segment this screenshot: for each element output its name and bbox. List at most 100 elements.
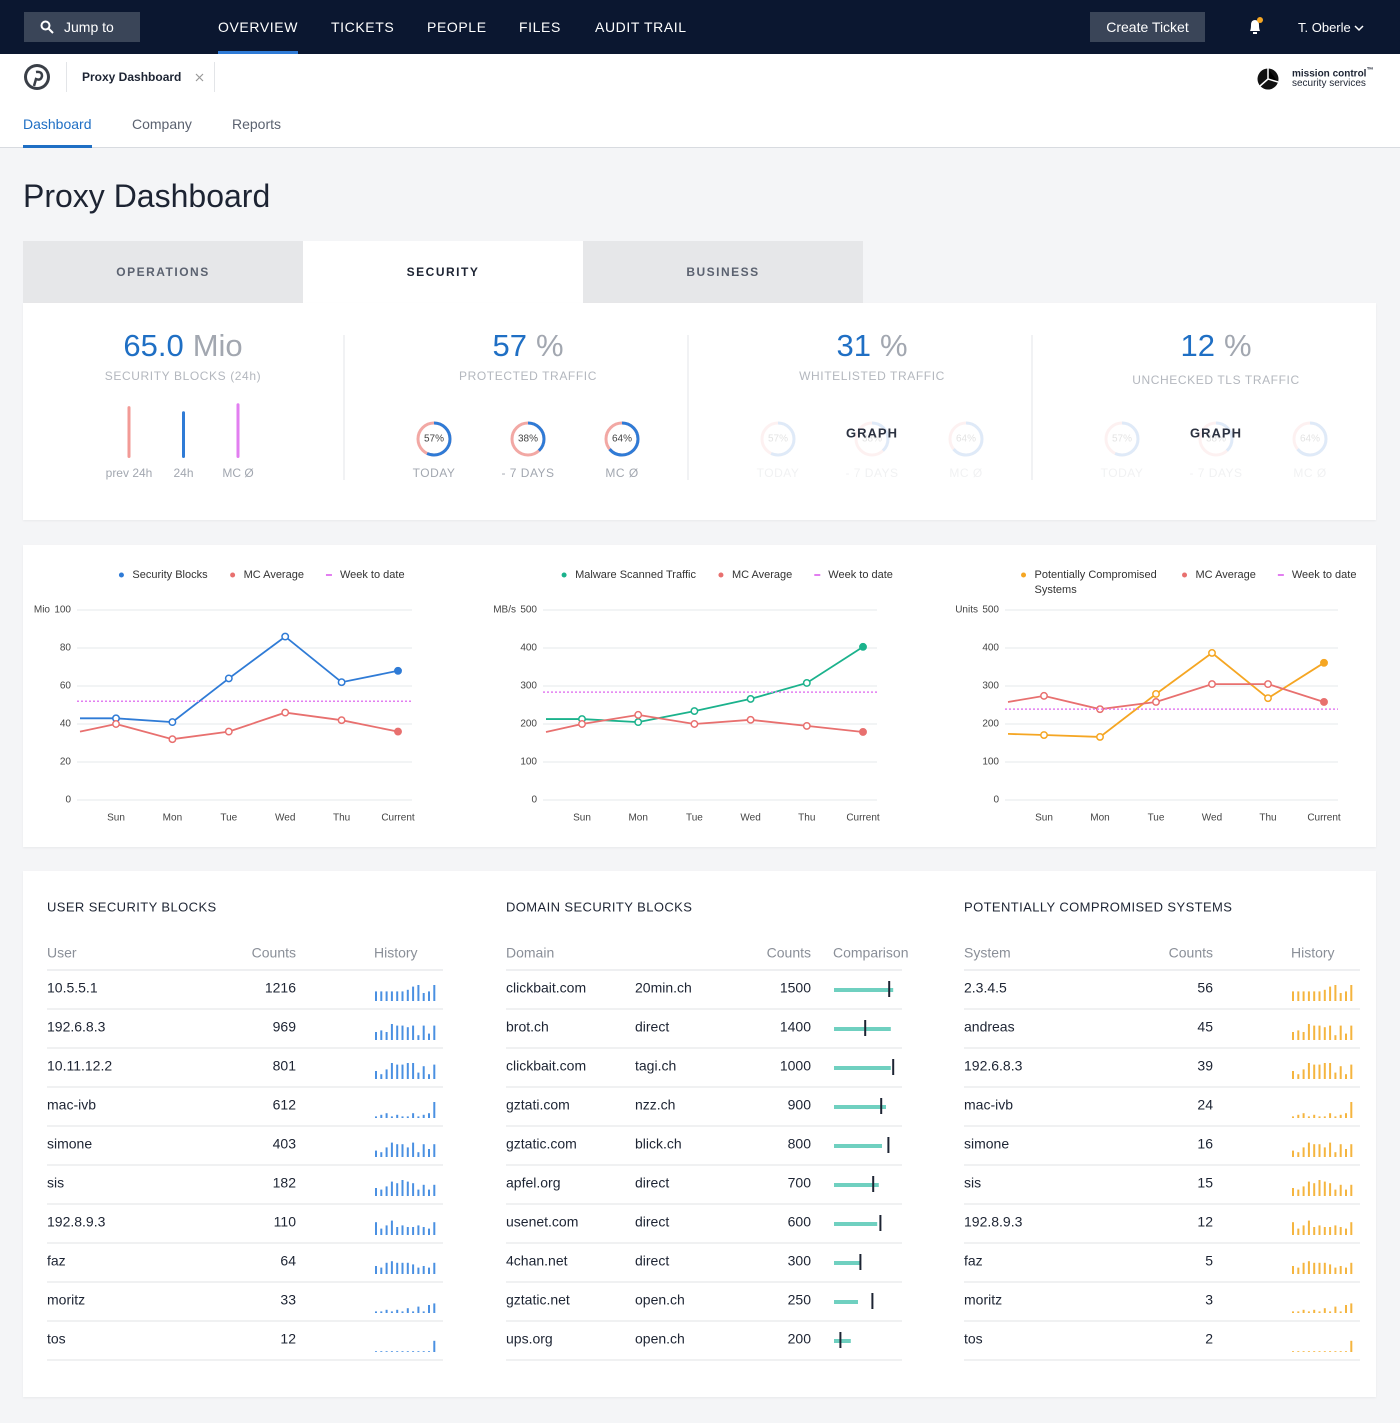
spark-bar [406,989,409,1001]
point [746,694,755,703]
y-tick-label: 0 [993,795,999,806]
spark-bar [1323,1181,1326,1196]
cell: 192.6.8.3 [47,1019,106,1035]
x-tick-label: Mon [163,813,182,824]
x-tick-label: Tue [686,813,703,824]
close-icon[interactable] [195,73,204,82]
spark-bar [1339,1144,1342,1157]
gauge-arc [416,421,452,457]
spark-bar [1318,1225,1321,1235]
spark-bar [1302,1032,1305,1040]
x-tick-label: Tue [220,813,237,824]
spark-bar [396,1025,399,1040]
sub-nav-item[interactable]: Company [132,116,192,132]
spark-bar [417,985,420,1001]
spark-bar [417,1351,420,1352]
tab[interactable]: SECURITY [303,241,583,303]
legend-line: Potentially Compromised [1035,569,1160,581]
spark-bar [396,1351,399,1352]
spark-bar [1302,1069,1305,1079]
spark-bar [385,1186,388,1196]
nav-item[interactable]: AUDIT TRAIL [595,19,687,35]
y-tick-label: 80 [60,643,72,654]
search-box[interactable]: Jump to [24,12,140,42]
y-tick-label: 300 [520,681,537,692]
cell: andreas [964,1019,1015,1035]
tab[interactable]: OPERATIONS [23,241,303,303]
nav-item[interactable]: OVERVIEW [218,0,299,54]
page-title: Proxy Dashboard [23,178,271,214]
y-tick-label: 100 [520,757,537,768]
spark-bar [422,1184,425,1196]
spark-bar [396,1114,399,1118]
point [394,666,402,675]
cell: 192.8.9.3 [964,1214,1023,1230]
spark-bar [390,1024,393,1040]
bell-icon[interactable] [1247,17,1265,37]
spark-bar [1307,991,1310,1001]
gauge-arc [948,421,984,457]
spark-bar [375,1150,377,1157]
kpi-unit: % [536,328,564,363]
spark-bar [380,991,383,1001]
point [859,642,867,651]
legend-label: Security Blocks [132,569,208,581]
point [337,716,346,725]
line [545,713,864,733]
spark-bar [1345,1033,1347,1040]
nav-item[interactable]: PEOPLE [427,19,487,35]
cell: 10.11.12.2 [47,1058,112,1074]
column-header: History [1291,945,1335,961]
gauge-arc [1198,421,1234,457]
spark-bar [396,1144,399,1157]
legend-label: Week to date [340,569,405,581]
spark-bar [422,1114,425,1118]
sub-nav-item[interactable]: Dashboard [23,100,92,148]
spark-bar [433,1102,436,1118]
x-tick-label: Wed [275,813,295,824]
user-menu[interactable]: T. Oberle [1298,0,1364,56]
point [337,678,346,687]
comparison-bar [834,1300,858,1304]
spark-bar [422,1025,425,1040]
spark-bar [1297,1228,1300,1235]
spark-bar [1297,1189,1300,1196]
spark-bar [422,1144,425,1157]
cell-count: 16 [1197,1136,1213,1152]
user-name: T. Oberle [1298,20,1351,35]
tab[interactable]: BUSINESS [583,241,863,303]
spark-bar [1313,1227,1316,1235]
legend: Security Blocks MC Average Week to date [118,569,405,581]
spark-bar [1292,1311,1294,1313]
nav-item[interactable]: TICKETS [331,19,395,35]
spark-bar [412,1183,415,1196]
point [394,727,402,736]
column-header: Comparison [833,945,908,961]
cell-count: 33 [280,1292,296,1308]
gauge-arc [1104,421,1140,457]
spark-bar [412,1264,415,1274]
x-tick-label: Thu [1259,813,1276,824]
nav-item[interactable]: FILES [519,19,561,35]
cell: gztati.com [506,1097,570,1113]
spark-bar [422,1311,425,1313]
cell-count: 1500 [780,980,811,996]
spark-bar [385,1262,388,1274]
cell-count: 12 [1197,1214,1213,1230]
spark-bar [385,1309,388,1313]
gauge-caption: MC Ø [949,466,982,480]
doc-tab[interactable]: Proxy Dashboard [82,70,182,84]
create-ticket-button[interactable]: Create Ticket [1090,12,1205,42]
spark-bar [396,1309,399,1313]
spark-bar [390,1116,393,1118]
spark-bar [1318,1144,1321,1157]
spark-bar [1302,1309,1305,1313]
cell-count: 300 [788,1253,812,1269]
kpi-value: 65.0 Mio [123,328,242,363]
gauge-label: 64% [956,434,976,445]
spark-bar [1313,1309,1316,1313]
legend-label: MC Average [1196,569,1256,581]
legend-label: Week to date [828,569,893,581]
sub-nav-item[interactable]: Reports [232,116,282,132]
